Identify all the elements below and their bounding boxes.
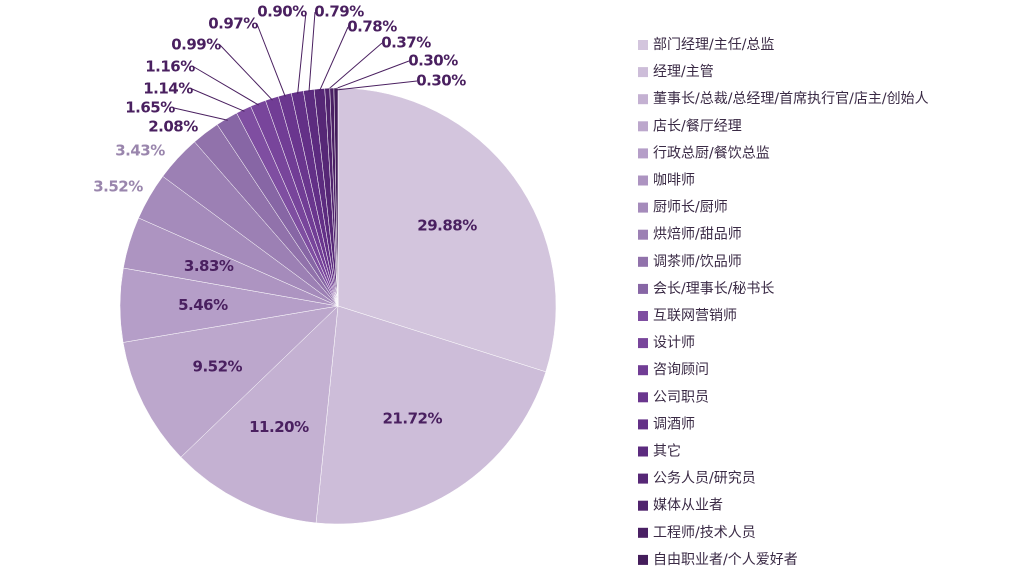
legend-label: 董事长/总裁/总经理/首席执行官/店主/创始人 [653,91,929,107]
data-label: 9.52% [193,357,243,375]
legend-label: 店长/餐厅经理 [653,118,742,134]
legend-label: 设计师 [653,335,695,351]
legend-swatch [638,419,648,430]
legend-label: 烘焙师/甜品师 [653,227,742,243]
legend-label: 行政总厨/餐饮总监 [653,145,770,161]
legend-swatch [638,311,648,321]
leader-line [319,26,349,91]
legend-swatch [638,554,648,565]
legend-swatch [638,283,648,294]
data-label: 1.14% [143,80,193,98]
legend-label: 咖啡师 [653,173,695,189]
leader-line [219,44,273,101]
data-label: 21.72% [383,409,443,427]
leader-line [308,11,316,92]
leader-line [256,23,286,97]
leader-line [173,107,228,121]
data-label: 0.78% [347,18,397,36]
legend-label: 部门经理/主任/总监 [653,37,774,53]
legend-label: 调酒师 [653,416,695,432]
leader-line [331,60,410,91]
data-label: 0.30% [408,52,458,70]
data-label: 0.97% [208,15,258,33]
legend-swatch [638,94,648,105]
legend-swatch [638,500,648,511]
data-label: 3.52% [93,178,143,196]
legend-label: 会长/理事长/秘书长 [653,281,774,297]
legend-swatch [638,121,648,132]
legend-label: 互联网营销师 [653,308,737,324]
data-label: 3.83% [184,257,234,275]
legend-label: 其它 [653,443,681,460]
legend-label: 自由职业者/个人爱好者 [653,552,798,568]
data-label: 1.16% [145,58,195,76]
data-label: 0.79% [314,3,364,21]
legend-swatch [638,229,648,240]
data-label: 29.88% [417,217,477,235]
legend-label: 公务人员/研究员 [653,471,756,487]
data-label: 0.30% [416,72,466,90]
legend-label: 厨师长/厨师 [653,200,728,216]
data-label: 5.46% [178,296,228,314]
data-label: 0.99% [171,36,221,54]
leader-line [191,88,245,112]
pie-slice [333,87,339,307]
legend-swatch [638,175,648,186]
leader-line [193,66,259,106]
legend-swatch [638,338,648,349]
pie-slice [337,87,557,373]
legend-swatch [638,365,648,376]
legend-swatch [638,473,648,484]
data-label: 3.43% [115,142,165,160]
legend-swatch [638,148,648,159]
legend-label: 公司职员 [653,389,709,405]
leader-line [297,11,307,94]
legend-label: 咨询顾问 [653,362,709,378]
pie-slice [122,305,339,458]
legend-label: 媒体从业者 [653,498,723,514]
legend-swatch [638,392,648,403]
data-label: 0.37% [381,34,431,52]
pie-slice [180,305,339,524]
legend-swatch [638,202,648,213]
data-label: 1.65% [125,99,175,117]
legend-label: 调茶师/饮品师 [653,254,742,270]
pie-slice [315,305,547,525]
legend-label: 工程师/技术人员 [653,525,756,541]
legend-swatch [638,446,648,457]
legend-swatch [638,40,648,50]
leader-line [335,80,418,91]
legend-swatch [638,67,648,78]
legend-swatch [638,527,648,538]
legend-label: 经理/主管 [653,64,714,80]
data-label: 0.90% [257,3,307,21]
leader-line [327,42,383,91]
legend-swatch [638,256,648,267]
data-label: 2.08% [148,118,198,136]
data-label: 11.20% [249,418,309,436]
